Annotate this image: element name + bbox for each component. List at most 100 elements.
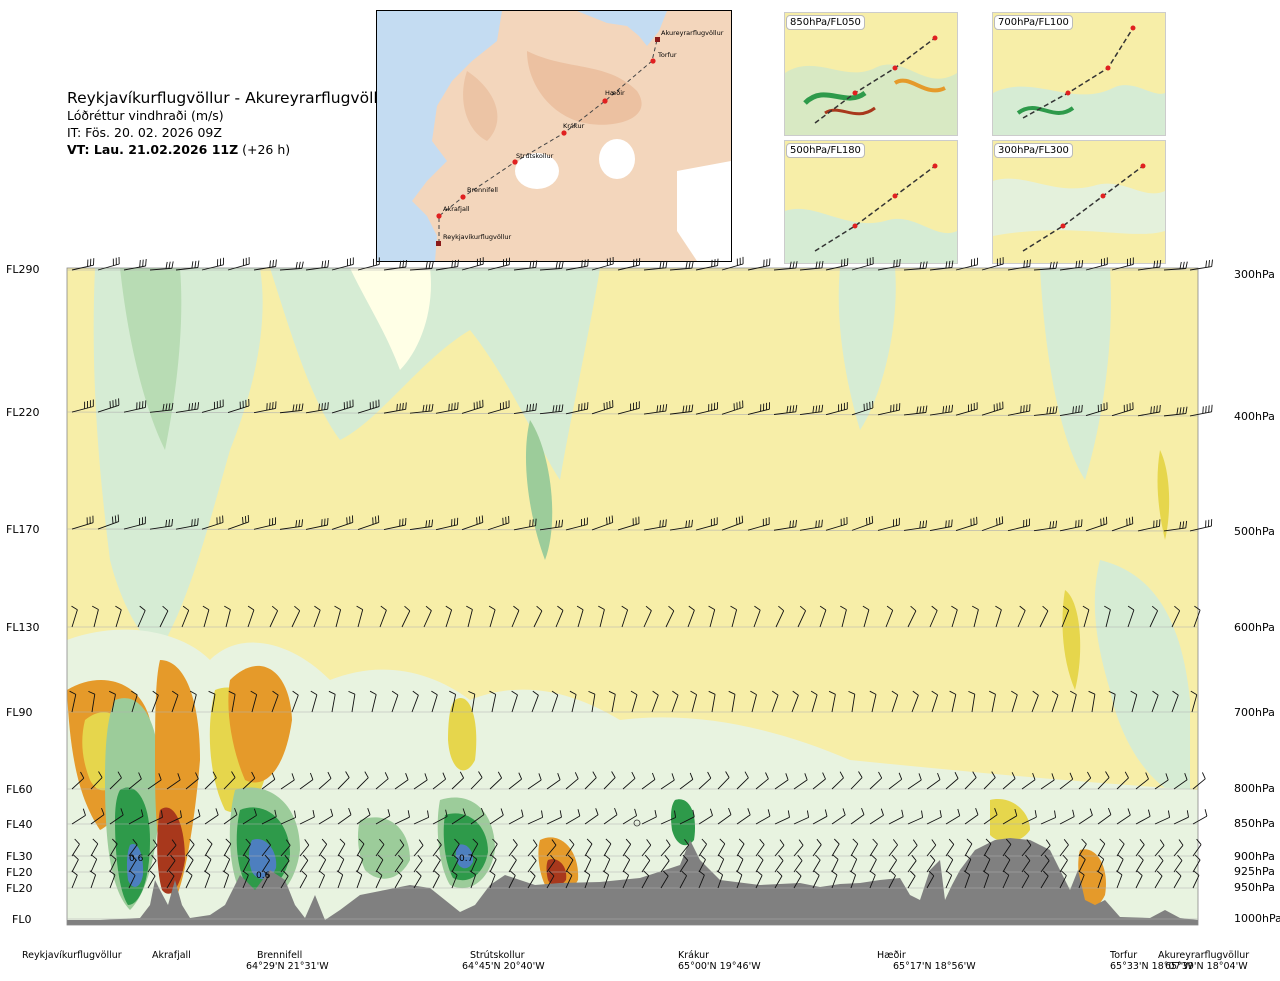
wind-barb xyxy=(825,402,848,416)
wind-barb xyxy=(527,839,538,857)
wind-barb xyxy=(1173,810,1189,825)
wind-barb xyxy=(527,810,544,825)
wind-barb xyxy=(71,870,78,889)
wind-barb xyxy=(432,772,447,790)
wind-barb xyxy=(907,605,917,628)
wind-barb xyxy=(945,772,959,790)
wind-barb xyxy=(1189,259,1213,271)
wind-barbs xyxy=(69,256,1213,889)
wind-barb xyxy=(208,690,216,713)
wind-barb xyxy=(1192,854,1201,873)
wind-barb xyxy=(721,515,744,531)
region-moderate-down-5 xyxy=(357,817,410,879)
wind-barb xyxy=(995,605,1002,628)
contour-label-3: 0.7 xyxy=(459,854,473,864)
wind-barb xyxy=(1059,870,1067,889)
wind-barb xyxy=(643,404,668,415)
panel-850-graphic xyxy=(785,13,957,135)
wind-barb xyxy=(1135,839,1145,857)
wind-barb xyxy=(584,808,599,825)
wind-barb xyxy=(147,839,158,857)
wind-barb xyxy=(964,771,977,790)
wind-barb xyxy=(951,605,958,628)
wind-barb xyxy=(369,690,377,713)
wind-barb xyxy=(280,870,289,889)
wind-barb xyxy=(825,258,849,271)
wind-barb xyxy=(660,839,671,857)
marker-akureyri xyxy=(655,37,660,42)
wind-barb xyxy=(721,256,744,271)
wind-barb xyxy=(774,870,783,889)
wind-barb xyxy=(123,400,147,413)
wind-barb xyxy=(337,771,350,790)
wind-barb xyxy=(147,870,156,889)
vertical-velocity-field xyxy=(67,268,1198,925)
route-point-name: Torfur xyxy=(1110,950,1138,961)
wind-barb xyxy=(291,690,299,713)
marker-torfur xyxy=(650,58,656,64)
wind-barb xyxy=(253,401,277,414)
wind-barb xyxy=(888,839,898,857)
wind-barb xyxy=(569,690,577,713)
wind-barb xyxy=(1059,404,1083,416)
wind-barb xyxy=(1078,838,1087,857)
wind-barb xyxy=(1171,690,1179,713)
wind-barb xyxy=(877,403,901,416)
wind-barb xyxy=(488,605,496,628)
wind-barb xyxy=(201,257,224,271)
wind-barb xyxy=(1154,810,1171,825)
wind-barb xyxy=(730,605,738,628)
wind-barb xyxy=(888,870,896,889)
wind-barb xyxy=(862,605,870,628)
wind-barb xyxy=(1163,520,1188,532)
wind-barb xyxy=(1154,870,1163,889)
wind-barb xyxy=(1033,261,1058,271)
wind-barb xyxy=(851,400,874,416)
wind-barb xyxy=(1130,690,1138,713)
wind-barb xyxy=(305,402,329,414)
wind-barb xyxy=(375,809,391,825)
wind-barb xyxy=(753,605,761,628)
wind-barb xyxy=(851,256,874,271)
wind-barb xyxy=(97,256,120,271)
wind-barb xyxy=(310,690,318,713)
wind-barb xyxy=(565,402,589,415)
wind-barb xyxy=(379,605,387,628)
wind-barb xyxy=(660,773,675,790)
wind-barb xyxy=(413,854,423,873)
wind-barb xyxy=(793,810,810,825)
wind-barb xyxy=(698,808,713,825)
wind-barb xyxy=(926,839,937,857)
wind-barb xyxy=(261,809,277,825)
wind-barb xyxy=(69,690,77,713)
wind-barb xyxy=(551,690,559,713)
wind-barb xyxy=(945,854,954,873)
panel-850hpa: 850hPa/FL050 xyxy=(784,12,958,136)
wind-barb xyxy=(1002,838,1012,857)
wind-barb xyxy=(1116,870,1123,889)
panel-label-500: 500hPa/FL180 xyxy=(786,143,865,158)
wind-barb xyxy=(793,854,803,873)
wind-barb xyxy=(533,605,543,628)
wind-barb xyxy=(435,402,459,414)
wind-barb xyxy=(513,518,537,531)
wind-barb xyxy=(1149,605,1159,628)
p-label-8: 925hPa xyxy=(1234,865,1275,878)
wind-barb xyxy=(181,605,190,628)
wind-barb xyxy=(394,870,403,889)
wind-barb xyxy=(1078,808,1093,825)
wind-barb xyxy=(409,519,434,531)
wind-barb xyxy=(71,838,80,857)
wind-barb xyxy=(97,398,120,413)
wind-barb xyxy=(137,605,146,628)
wind-barb xyxy=(1189,404,1213,417)
fl-label-3: FL130 xyxy=(6,621,40,634)
wind-barb xyxy=(508,854,517,873)
wind-barb xyxy=(1190,690,1198,713)
wind-barb xyxy=(90,838,99,857)
wind-barb xyxy=(1154,839,1165,857)
wind-barb xyxy=(602,870,610,889)
wind-barb xyxy=(461,399,484,414)
wind-barb xyxy=(91,605,99,628)
wind-barb xyxy=(1017,605,1026,628)
